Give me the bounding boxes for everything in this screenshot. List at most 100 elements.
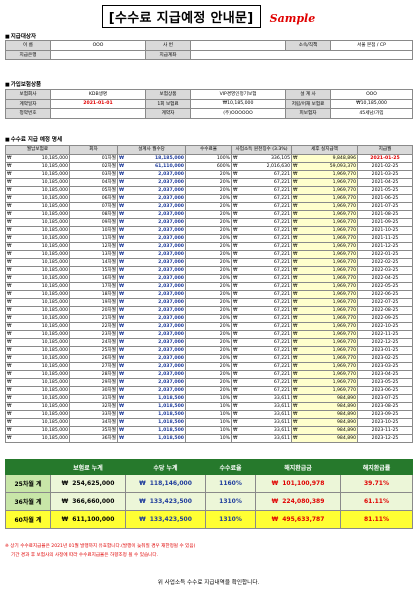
schedule-row: ₩10,185,000 21차월 ₩2,037,000 20% ₩67,221 ₩1,96… xyxy=(5,314,413,323)
row-premium-value: 10,185,000 xyxy=(41,292,68,297)
row-commission-value: 2,037,000 xyxy=(158,380,184,385)
schedule-table: 월납보험료 회차 설계사 월수당 수수료율 사업소득 원천징수 (3.3%) 세… xyxy=(5,145,413,443)
row-net-pay: ₩1,969,770 xyxy=(291,266,358,275)
row-rate: 20% xyxy=(185,314,232,323)
row-net-pay: ₩1,969,770 xyxy=(291,218,358,227)
summary-rate: 1310% xyxy=(205,492,256,511)
row-net-pay: ₩984,890 xyxy=(291,402,358,411)
row-net-pay: ₩1,969,770 xyxy=(291,378,358,387)
row-rate: 20% xyxy=(185,250,232,259)
schedule-body: ₩10,185,000 01차월 ₩18,185,000 100% ₩336,105 ₩9… xyxy=(5,154,413,443)
row-commission: ₩61,110,000 xyxy=(117,162,186,171)
currency-symbol: ₩ xyxy=(293,428,298,433)
schedule-row: ₩10,185,000 09차월 ₩2,037,000 20% ₩67,221 ₩1,96… xyxy=(5,218,413,227)
row-rate: 10% xyxy=(185,426,232,435)
header-rate: 수수료율 xyxy=(185,145,232,155)
schedule-row: ₩10,185,000 15차월 ₩2,037,000 20% ₩67,221 ₩1,96… xyxy=(5,266,413,275)
row-withholding-value: 67,221 xyxy=(273,276,290,281)
currency-symbol: ₩ xyxy=(119,348,125,353)
currency-symbol: ₩ xyxy=(7,388,12,393)
row-withholding: ₩67,221 xyxy=(231,378,292,387)
summary-header-rate: 수수료율 xyxy=(205,459,256,475)
header-commission: 설계사 월수당 xyxy=(117,145,186,155)
row-pay-month: 2022-05-25 xyxy=(357,282,413,291)
currency-symbol: ₩ xyxy=(7,300,12,305)
row-commission: ₩2,037,000 xyxy=(117,378,186,387)
schedule-row: ₩10,185,000 17차월 ₩2,037,000 20% ₩67,221 ₩1,96… xyxy=(5,282,413,291)
row-net-pay: ₩1,969,770 xyxy=(291,386,358,395)
row-premium-value: 10,185,000 xyxy=(41,188,68,193)
currency-symbol: ₩ xyxy=(7,212,12,217)
currency-symbol: ₩ xyxy=(7,196,12,201)
row-net-pay-value: 1,969,770 xyxy=(332,268,356,273)
currency-symbol: ₩ xyxy=(233,212,238,217)
currency-symbol: ₩ xyxy=(119,244,125,249)
schedule-row: ₩10,185,000 25차월 ₩2,037,000 20% ₩67,221 ₩1,96… xyxy=(5,346,413,355)
currency-symbol: ₩ xyxy=(233,180,238,185)
row-net-pay-value: 984,890 xyxy=(337,420,356,425)
currency-symbol: ₩ xyxy=(119,204,125,209)
schedule-row: ₩10,185,000 04차월 ₩2,037,000 20% ₩67,221 ₩1,96… xyxy=(5,178,413,187)
row-commission: ₩2,037,000 xyxy=(117,330,186,339)
currency-symbol: ₩ xyxy=(233,388,238,393)
row-premium-value: 10,185,000 xyxy=(41,364,68,369)
currency-symbol: ₩ xyxy=(233,308,238,313)
row-net-pay: ₩1,969,770 xyxy=(291,226,358,235)
row-commission-value: 2,037,000 xyxy=(158,292,184,297)
row-net-pay: ₩9,848,896 xyxy=(291,154,358,163)
row-withholding-value: 33,611 xyxy=(273,428,290,433)
row-withholding: ₩67,221 xyxy=(231,186,292,195)
row-net-pay-value: 1,969,770 xyxy=(332,236,356,241)
row-net-pay-value: 984,890 xyxy=(337,436,356,441)
currency-symbol: ₩ xyxy=(293,220,298,225)
note-adjustment: 기간 경과 후 보험사의 사정에 따라 수수료지급율은 하향조정 될 수 있습니… xyxy=(11,553,159,558)
row-round: 10차월 xyxy=(69,226,118,235)
row-round: 31차월 xyxy=(69,394,118,403)
currency-symbol: ₩ xyxy=(293,380,298,385)
currency-symbol: ₩ xyxy=(119,340,125,345)
summary-commission: ₩118,146,000 xyxy=(125,474,206,493)
row-net-pay: ₩1,969,770 xyxy=(291,370,358,379)
currency-symbol: ₩ xyxy=(293,268,298,273)
row-net-pay: ₩1,969,770 xyxy=(291,210,358,219)
row-round: 34차월 xyxy=(69,418,118,427)
schedule-row: ₩10,185,000 24차월 ₩2,037,000 20% ₩67,221 ₩1,96… xyxy=(5,338,413,347)
row-withholding-value: 2,016,630 xyxy=(266,164,290,169)
currency-symbol: ₩ xyxy=(233,188,238,193)
row-pay-month: 2023-10-25 xyxy=(357,418,413,427)
row-commission: ₩2,037,000 xyxy=(117,298,186,307)
currency-symbol: ₩ xyxy=(139,498,146,505)
row-commission-value: 2,037,000 xyxy=(158,220,184,225)
summary-label: 25차월 계 xyxy=(5,474,51,493)
row-premium-value: 10,185,000 xyxy=(41,252,68,257)
schedule-row: ₩10,185,000 13차월 ₩2,037,000 20% ₩67,221 ₩1,96… xyxy=(5,250,413,259)
row-premium: ₩10,185,000 xyxy=(5,306,70,315)
currency-symbol: ₩ xyxy=(293,340,298,345)
base-premium-label: 저립/어재 보험료 xyxy=(285,98,331,109)
row-premium-value: 10,185,000 xyxy=(41,372,68,377)
row-net-pay: ₩984,890 xyxy=(291,394,358,403)
schedule-row: ₩10,185,000 30차월 ₩2,037,000 20% ₩67,221 ₩1,96… xyxy=(5,386,413,395)
row-commission: ₩2,037,000 xyxy=(117,234,186,243)
row-premium-value: 10,185,000 xyxy=(41,420,68,425)
row-pay-month: 2022-01-25 xyxy=(357,250,413,259)
header-pay-month: 지급월 xyxy=(357,145,413,155)
row-withholding-value: 67,221 xyxy=(273,196,290,201)
currency-symbol: ₩ xyxy=(119,412,125,417)
row-commission-value: 2,037,000 xyxy=(158,356,184,361)
row-net-pay-value: 984,890 xyxy=(337,404,356,409)
row-premium: ₩10,185,000 xyxy=(5,274,70,283)
row-round: 16차월 xyxy=(69,274,118,283)
row-net-pay: ₩1,969,770 xyxy=(291,298,358,307)
row-withholding-value: 336,105 xyxy=(271,156,290,161)
summary-header-premium: 보험료 누계 xyxy=(50,459,126,475)
row-net-pay-value: 1,969,770 xyxy=(332,252,356,257)
summary-refund-rate: 39.71% xyxy=(340,474,413,493)
row-premium: ₩10,185,000 xyxy=(5,234,70,243)
insured-label: 피보험자 xyxy=(285,108,331,119)
row-net-pay: ₩1,969,770 xyxy=(291,170,358,179)
row-pay-month: 2022-11-25 xyxy=(357,330,413,339)
currency-symbol: ₩ xyxy=(293,332,298,337)
section-product-heading: 가입보험상품 xyxy=(5,80,41,88)
row-rate: 20% xyxy=(185,282,232,291)
